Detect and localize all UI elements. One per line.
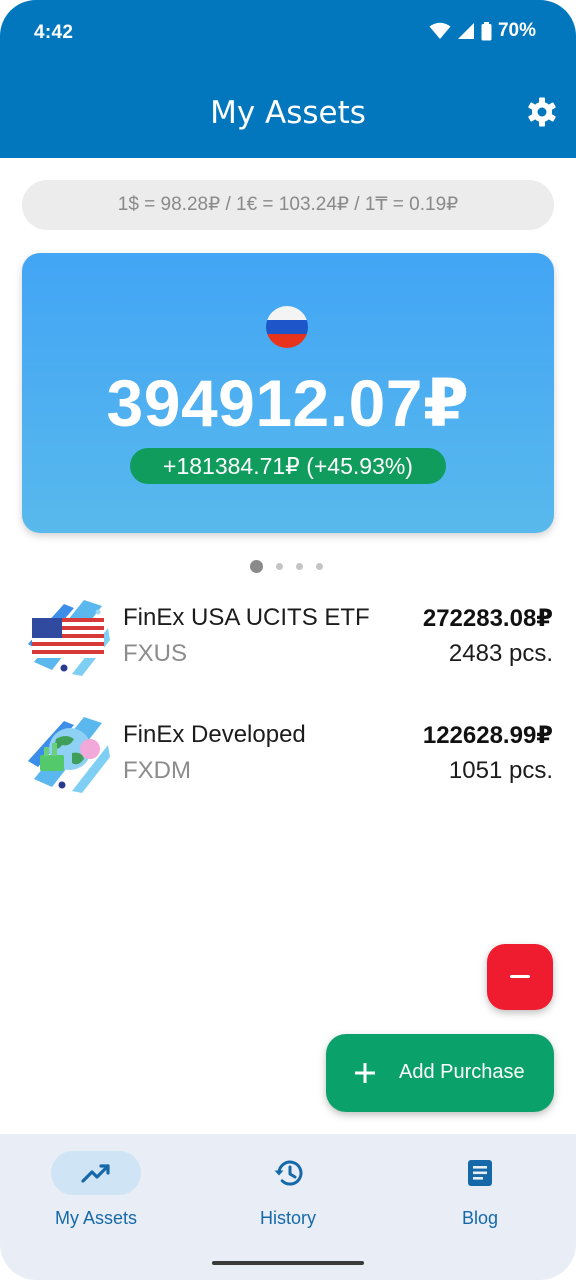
page-dot [296,563,303,570]
history-icon [274,1160,303,1186]
nav-label: History [259,1208,316,1228]
developed-markets-globe-icon [24,709,110,795]
usa-flag-icon [24,592,110,678]
gear-icon [528,97,556,127]
bottom-navigation: My Assets History Blog [0,1134,576,1280]
trending-up-icon [81,1164,110,1183]
battery-icon [481,21,492,41]
add-purchase-label: Add Purchase [399,1061,525,1083]
nav-my-assets[interactable]: My Assets [0,1134,192,1234]
page-title: My Assets [210,95,366,131]
article-icon [468,1160,492,1186]
asset-row-fxus[interactable]: FinEx USA UCITS ETF FXUS 272283.08₽ 2483… [0,590,576,686]
portfolio-total-card[interactable]: 394912.07₽ +181384.71₽ (+45.93%) [22,253,554,533]
page-dot [316,563,323,570]
asset-value: 272283.08₽ [422,605,553,632]
nav-active-indicator [51,1151,141,1195]
russia-flag-icon [266,306,308,348]
add-purchase-button[interactable]: Add Purchase [326,1034,554,1112]
asset-ticker: FXDM [123,757,191,784]
minus-icon [510,975,530,978]
home-indicator[interactable] [212,1261,364,1265]
total-value: 394912.07₽ [106,366,470,440]
status-icons: 70% [429,20,536,42]
remove-sale-button[interactable] [487,944,553,1010]
asset-ticker: FXUS [123,640,188,667]
asset-quantity: 2483 pcs. [448,640,553,667]
status-bar: 4:42 70% [0,0,576,68]
status-time: 4:42 [34,22,74,43]
settings-button[interactable] [526,96,558,128]
asset-value: 122628.99₽ [422,722,553,749]
gain-badge: +181384.71₽ (+45.93%) [130,448,446,484]
cellular-signal-icon [457,22,475,40]
page-dot [276,563,283,570]
nav-label: My Assets [54,1208,138,1228]
battery-percent: 70% [497,20,536,41]
nav-blog[interactable]: Blog [384,1134,576,1234]
exchange-rates[interactable]: 1$ = 98.28₽ / 1€ = 103.24₽ / 1₸ = 0.19₽ [22,180,554,230]
asset-row-fxdm[interactable]: FinEx Developed FXDM 122628.99₽ 1051 pcs… [0,707,576,803]
asset-quantity: 1051 pcs. [448,757,553,784]
page-indicator [250,560,323,573]
app-bar: My Assets [0,68,576,158]
page-dot-active [250,560,263,573]
plus-icon [355,1063,375,1083]
asset-name: FinEx USA UCITS ETF [123,604,370,631]
nav-history[interactable]: History [192,1134,384,1234]
asset-name: FinEx Developed [123,721,306,748]
nav-label: Blog [461,1208,499,1228]
wifi-icon [429,22,451,40]
